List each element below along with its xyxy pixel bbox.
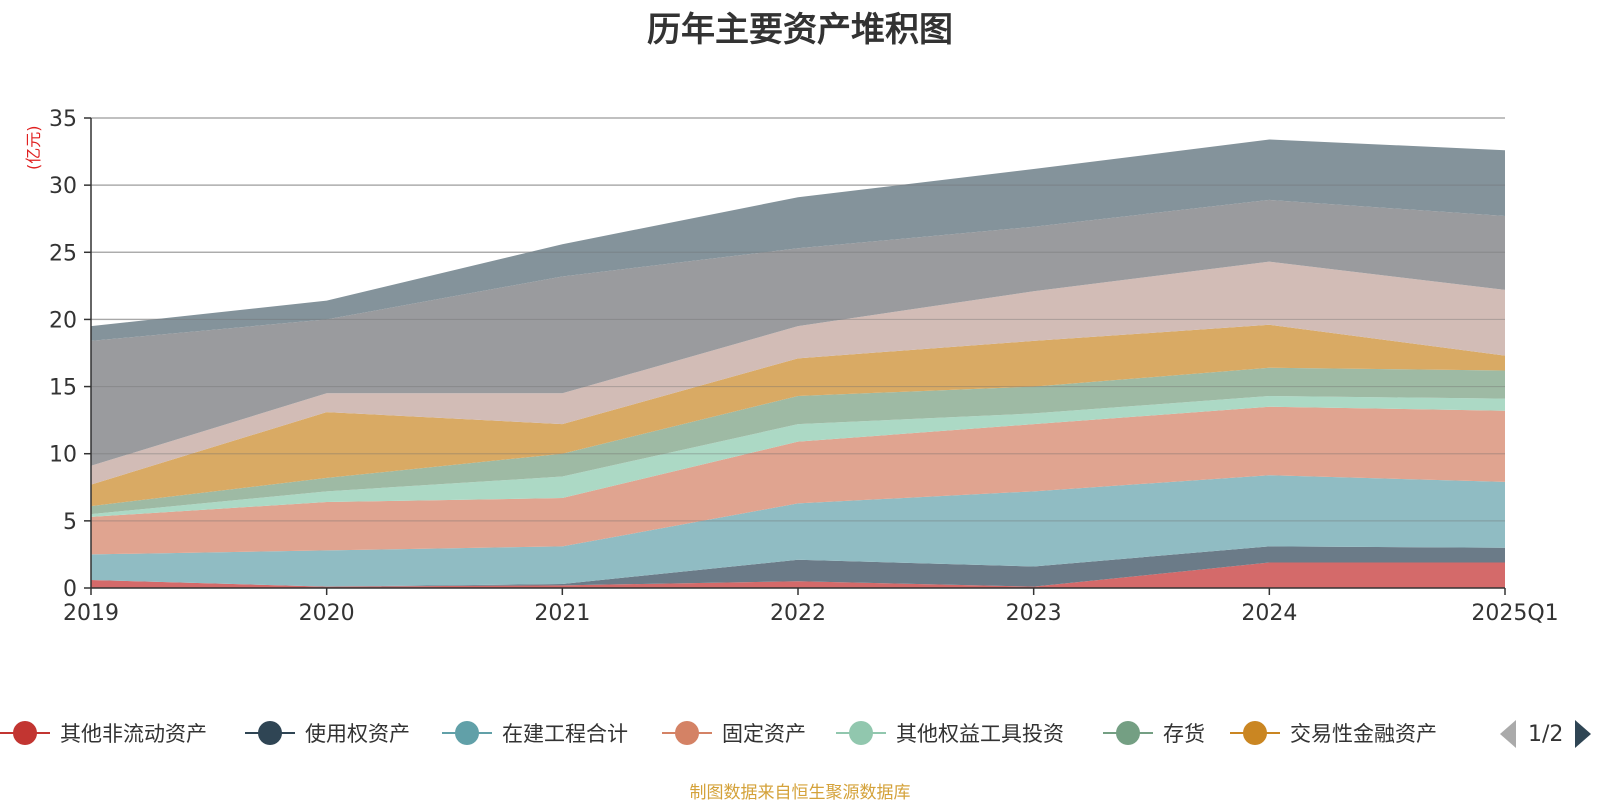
legend-label: 固定资产 bbox=[722, 722, 806, 746]
y-tick-label: 10 bbox=[49, 443, 77, 468]
legend-item-3[interactable]: 固定资产 bbox=[662, 715, 806, 751]
y-tick-label: 5 bbox=[63, 510, 77, 535]
legend-label: 使用权资产 bbox=[305, 722, 410, 746]
legend-label: 在建工程合计 bbox=[502, 722, 628, 746]
source-note: 制图数据来自恒生聚源数据库 bbox=[689, 783, 911, 803]
y-tick-label: 30 bbox=[49, 174, 77, 199]
legend-item-6[interactable]: 交易性金融资产 bbox=[1230, 715, 1437, 751]
legend-symbol-icon bbox=[1230, 721, 1280, 745]
legend-label: 存货 bbox=[1163, 722, 1205, 746]
legend-item-4[interactable]: 其他权益工具投资 bbox=[836, 715, 1064, 751]
area-series-0 bbox=[91, 562, 1505, 588]
x-tick-label: 2025Q1 bbox=[1471, 601, 1558, 626]
x-tick-label: 2021 bbox=[534, 601, 590, 626]
legend-symbol-icon bbox=[0, 721, 50, 745]
stacked-area-chart: 0 5 10 15 20 25 30 35 2019 2020 2021 2022 2023 2024 20… bbox=[49, 107, 1559, 626]
y-tick-label: 25 bbox=[49, 241, 77, 266]
area-series-2 bbox=[91, 475, 1505, 587]
prev-page-icon[interactable] bbox=[1500, 720, 1516, 748]
tick-labels: 0 5 10 15 20 25 30 35 2019 2020 2021 2022 2023 2024 20… bbox=[49, 107, 1559, 626]
area-series-6 bbox=[91, 324, 1505, 507]
x-tick-label: 2023 bbox=[1006, 601, 1062, 626]
legend-page-indicator: 1/2 bbox=[1528, 721, 1564, 747]
legend-item-0[interactable]: 其他非流动资产 bbox=[0, 715, 207, 751]
chart-title: 历年主要资产堆积图 bbox=[647, 10, 953, 50]
y-tick-label: 15 bbox=[49, 376, 77, 401]
x-tick-label: 2020 bbox=[299, 601, 355, 626]
area-series-7 bbox=[91, 261, 1505, 485]
y-tick-label: 0 bbox=[63, 577, 77, 602]
legend-symbol-icon bbox=[442, 721, 492, 745]
x-tick-label: 2019 bbox=[63, 601, 119, 626]
area-series bbox=[91, 117, 1505, 588]
area-series-3 bbox=[91, 406, 1505, 555]
legend-label: 其他非流动资产 bbox=[60, 722, 207, 746]
next-page-icon[interactable] bbox=[1575, 720, 1592, 748]
x-tick-label: 2022 bbox=[770, 601, 826, 626]
x-tick-label: 2024 bbox=[1241, 601, 1297, 626]
area-series-1 bbox=[91, 546, 1505, 587]
legend-item-5[interactable]: 存货 bbox=[1103, 715, 1205, 751]
legend-symbol-icon bbox=[1103, 721, 1153, 745]
legend-item-2[interactable]: 在建工程合计 bbox=[442, 715, 628, 751]
y-tick-label: 20 bbox=[49, 308, 77, 333]
axes bbox=[84, 117, 1506, 595]
legend-symbol-icon bbox=[245, 721, 295, 745]
legend-symbol-icon bbox=[836, 721, 886, 745]
area-series-8 bbox=[91, 199, 1505, 466]
y-tick-label: 35 bbox=[49, 107, 77, 132]
legend-pager: 1/2 bbox=[1500, 718, 1592, 750]
legend-label: 其他权益工具投资 bbox=[896, 722, 1064, 746]
area-series-5 bbox=[91, 367, 1505, 515]
legend-label: 交易性金融资产 bbox=[1290, 722, 1437, 746]
legend-item-1[interactable]: 使用权资产 bbox=[245, 715, 410, 751]
area-series-9 bbox=[91, 139, 1505, 341]
legend: 其他非流动资产 使用权资产 在建工程合计 固定资产 其他权益工具投资 存货 交易… bbox=[0, 715, 1600, 751]
legend-symbol-icon bbox=[662, 721, 712, 745]
area-series-4 bbox=[91, 395, 1505, 517]
